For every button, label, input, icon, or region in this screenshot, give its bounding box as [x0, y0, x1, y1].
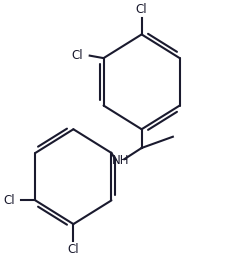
Text: Cl: Cl — [71, 49, 83, 62]
Text: NH: NH — [112, 154, 130, 167]
Text: Cl: Cl — [136, 3, 148, 16]
Text: Cl: Cl — [3, 194, 15, 207]
Text: Cl: Cl — [67, 243, 79, 256]
